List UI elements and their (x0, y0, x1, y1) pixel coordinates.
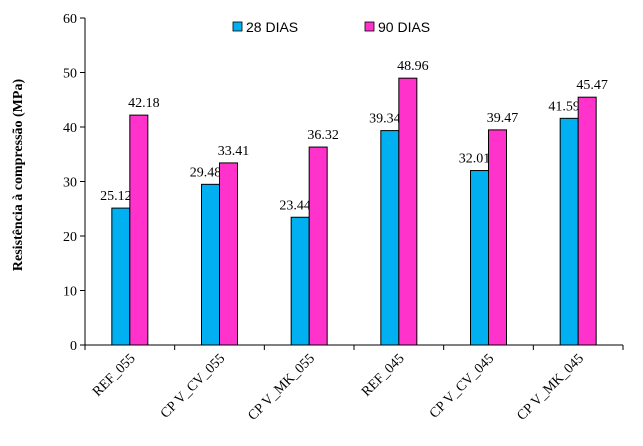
bar (308, 146, 328, 346)
y-tick-label: 50 (63, 67, 77, 82)
y-tick-label: 30 (63, 176, 77, 191)
y-tick-label: 10 (63, 285, 77, 300)
bar (559, 117, 579, 346)
plot-area: 0 10 20 30 40 50 60 25.12 29.48 23.44 39.34 32.01 41… (63, 12, 624, 424)
data-label: 32.01 (459, 152, 491, 167)
x-tick-label: CP V_MK_055 (245, 351, 318, 424)
y-tick-label: 20 (63, 230, 77, 245)
data-label: 23.44 (279, 198, 311, 213)
bar (111, 207, 131, 346)
bar (380, 130, 400, 346)
legend-label: 28 DIAS (246, 19, 298, 35)
data-label: 42.18 (128, 96, 160, 111)
data-label: 48.96 (397, 59, 429, 74)
data-label: 39.47 (487, 111, 519, 126)
data-label: 29.48 (190, 165, 222, 180)
y-axis-label: Resistência à compressão (MPa) (11, 79, 26, 272)
legend-label: 90 DIAS (378, 19, 430, 35)
x-tick-label: CP V_CV_045 (427, 351, 497, 421)
y-tick-label: 0 (70, 339, 77, 354)
data-label: 41.59 (548, 99, 580, 114)
legend-swatch (364, 21, 375, 32)
bar (488, 129, 507, 346)
bar (577, 96, 597, 346)
data-label: 36.32 (307, 128, 339, 143)
x-tick-label: CP V_CV_055 (158, 351, 228, 421)
x-tick-label: REF_055 (90, 351, 139, 400)
bar (201, 183, 220, 346)
x-tick-label: REF_045 (359, 351, 408, 400)
data-label: 39.34 (369, 112, 401, 127)
bar (219, 162, 238, 346)
bar (129, 114, 149, 346)
x-tick-label: CP V_MK_045 (514, 351, 587, 424)
data-label: 45.47 (576, 78, 608, 93)
data-label: 25.12 (100, 189, 132, 204)
bar (470, 170, 489, 346)
y-tick-label: 40 (63, 121, 77, 136)
data-label: 33.41 (218, 144, 250, 159)
legend: 28 DIAS 90 DIAS (232, 19, 430, 35)
bar (398, 77, 418, 346)
bar (290, 216, 310, 346)
legend-swatch (232, 21, 243, 32)
y-tick-label: 60 (63, 12, 77, 27)
